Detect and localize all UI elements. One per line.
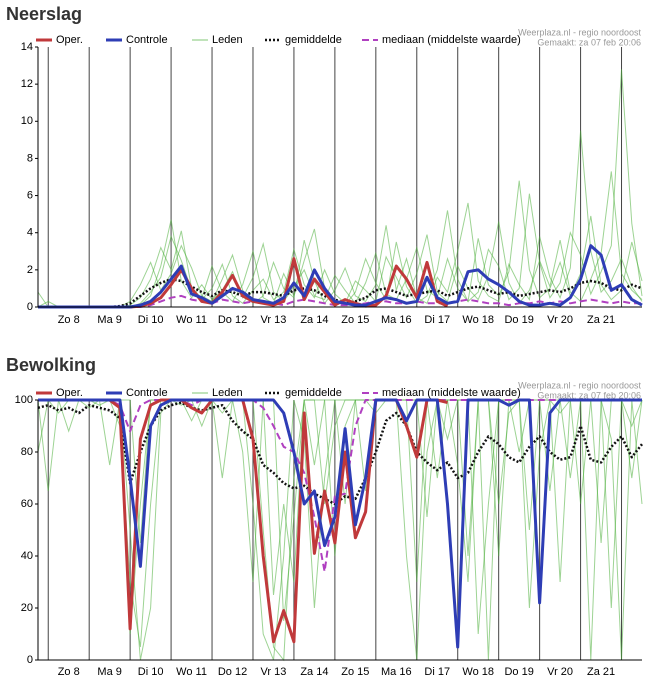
- y-tick-label: 0: [27, 654, 33, 666]
- series-group: [37, 69, 643, 309]
- x-tick-label: Wo 11: [176, 314, 207, 326]
- member-line: [37, 399, 643, 661]
- x-tick-label: Do 12: [218, 314, 247, 326]
- y-tick-label: 14: [21, 41, 33, 53]
- x-tick-label: Zo 8: [58, 314, 80, 326]
- x-tick-label: Zo 8: [58, 666, 80, 678]
- x-tick-label: Vr 13: [261, 666, 287, 678]
- x-tick-label: Di 17: [424, 314, 450, 326]
- series-line: [38, 398, 642, 649]
- legend-label: Oper.: [56, 387, 83, 399]
- x-tick-label: Do 12: [218, 666, 247, 678]
- x-tick-label: Wo 11: [176, 666, 207, 678]
- legend-label: Controle: [126, 387, 168, 399]
- y-tick-label: 12: [21, 78, 33, 90]
- y-tick-label: 100: [15, 394, 33, 406]
- x-tick-label: Zo 15: [341, 666, 369, 678]
- x-tick-label: Ma 16: [381, 666, 412, 678]
- x-tick-label: Di 10: [138, 666, 164, 678]
- y-tick-label: 0: [27, 301, 33, 313]
- y-tick-label: 4: [27, 227, 33, 239]
- x-tick-label: Ma 9: [97, 314, 121, 326]
- x-tick-label: Di 10: [138, 314, 164, 326]
- x-tick-label: Do 19: [504, 666, 533, 678]
- x-tick-label: Za 14: [300, 666, 328, 678]
- chart-title: Bewolking: [6, 355, 96, 375]
- x-tick-label: Zo 15: [341, 314, 369, 326]
- x-tick-label: Wo 18: [462, 666, 494, 678]
- y-tick-label: 60: [21, 498, 33, 510]
- x-tick-label: Do 19: [504, 314, 533, 326]
- y-tick-label: 10: [21, 115, 33, 127]
- legend-label: gemiddelde: [285, 387, 342, 399]
- series-group: [37, 398, 643, 662]
- x-tick-label: Di 17: [424, 666, 450, 678]
- legend-label: mediaan (middelste waarde): [382, 34, 521, 46]
- legend-label: Oper.: [56, 34, 83, 46]
- series-line: [38, 244, 643, 309]
- y-tick-label: 6: [27, 189, 33, 201]
- member-line: [37, 130, 643, 308]
- x-tick-label: Vr 20: [547, 314, 573, 326]
- x-tick-label: Ma 9: [97, 666, 121, 678]
- y-tick-label: 2: [27, 264, 33, 276]
- x-tick-label: Za 21: [587, 314, 615, 326]
- annotation: Weerplaza.nl - regio noordoost: [518, 27, 641, 37]
- legend-label: Leden: [212, 387, 243, 399]
- chart-title: Neerslag: [6, 4, 82, 24]
- annotation: Gemaakt: za 07 feb 20:06: [537, 390, 641, 400]
- x-tick-label: Za 14: [300, 314, 328, 326]
- y-tick-label: 20: [21, 602, 33, 614]
- annotation: Weerplaza.nl - regio noordoost: [518, 380, 641, 390]
- x-tick-label: Za 21: [587, 666, 615, 678]
- y-tick-label: 8: [27, 152, 33, 164]
- x-tick-label: Ma 16: [381, 314, 412, 326]
- x-tick-label: Vr 13: [261, 314, 287, 326]
- y-tick-label: 80: [21, 446, 33, 458]
- x-tick-label: Vr 20: [547, 666, 573, 678]
- legend-label: Leden: [212, 34, 243, 46]
- y-tick-label: 40: [21, 550, 33, 562]
- annotation: Gemaakt: za 07 feb 20:06: [537, 37, 641, 47]
- legend-label: Controle: [126, 34, 168, 46]
- plot-area: [38, 47, 642, 307]
- x-tick-label: Wo 18: [462, 314, 494, 326]
- legend-label: mediaan (middelste waarde): [382, 387, 521, 399]
- legend-label: gemiddelde: [285, 34, 342, 46]
